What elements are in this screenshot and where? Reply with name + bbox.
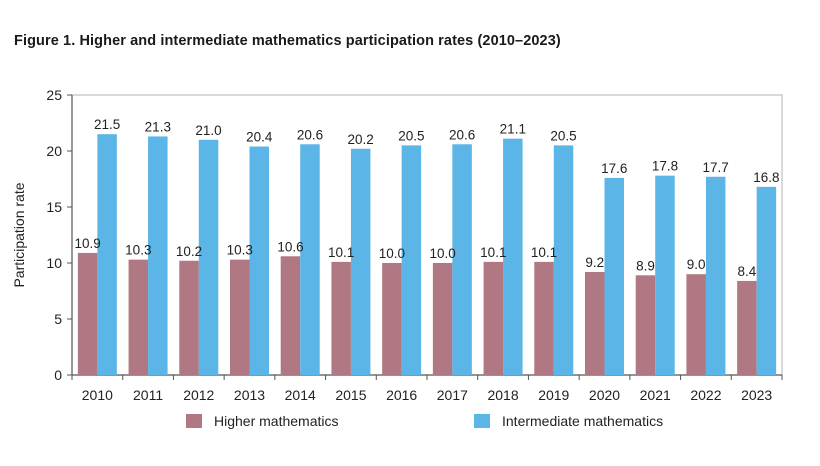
data-label: 21.1 bbox=[500, 122, 526, 137]
bar-higher bbox=[585, 271, 605, 375]
bar-intermediate bbox=[655, 175, 675, 375]
data-label: 8.4 bbox=[738, 264, 757, 279]
data-label: 10.3 bbox=[125, 243, 151, 258]
y-tick-label: 25 bbox=[46, 87, 62, 103]
chart-bars bbox=[77, 134, 777, 375]
x-tick-label: 2011 bbox=[133, 387, 163, 403]
bar-intermediate bbox=[705, 176, 726, 375]
data-label: 10.3 bbox=[227, 243, 253, 258]
bar-intermediate bbox=[503, 138, 523, 375]
bar-higher bbox=[179, 260, 199, 375]
x-tick-label: 2010 bbox=[82, 387, 113, 403]
bar-higher bbox=[230, 259, 250, 375]
x-tick-label: 2014 bbox=[285, 387, 316, 403]
y-tick-label: 10 bbox=[46, 255, 62, 271]
bar-intermediate bbox=[553, 145, 574, 375]
x-tick-label: 2022 bbox=[690, 387, 721, 403]
x-tick-label: 2018 bbox=[487, 387, 518, 403]
bar-higher bbox=[686, 274, 706, 375]
bar-higher bbox=[382, 263, 402, 375]
bar-higher bbox=[737, 280, 757, 375]
bar-intermediate bbox=[198, 139, 219, 375]
plot-frame bbox=[71, 94, 783, 376]
data-label: 10.1 bbox=[480, 245, 506, 260]
data-label: 8.9 bbox=[636, 258, 655, 273]
data-label: 21.0 bbox=[195, 123, 221, 138]
bar-intermediate bbox=[300, 144, 320, 375]
bar-intermediate bbox=[97, 134, 117, 375]
data-label: 10.9 bbox=[74, 236, 100, 251]
bar-intermediate bbox=[350, 148, 371, 375]
data-label: 21.3 bbox=[145, 119, 171, 134]
y-axis-title: Participation rate bbox=[11, 182, 27, 287]
bar-higher bbox=[331, 261, 351, 375]
bar-intermediate bbox=[604, 177, 624, 375]
x-tick-label: 2017 bbox=[437, 387, 468, 403]
data-label: 17.6 bbox=[601, 161, 627, 176]
data-label: 10.0 bbox=[379, 246, 405, 261]
x-tick-label: 2019 bbox=[538, 387, 569, 403]
data-label: 20.2 bbox=[348, 132, 374, 147]
data-label: 9.2 bbox=[585, 255, 604, 270]
bar-intermediate bbox=[452, 144, 472, 375]
data-label: 10.2 bbox=[176, 244, 202, 259]
data-label: 10.0 bbox=[429, 246, 455, 261]
bar-intermediate bbox=[249, 146, 269, 375]
legend-swatch bbox=[186, 414, 202, 428]
x-tick-label: 2015 bbox=[335, 387, 366, 403]
data-label: 20.4 bbox=[246, 130, 273, 145]
chart-title: Figure 1. Higher and intermediate mathem… bbox=[14, 33, 561, 49]
x-tick-label: 2020 bbox=[589, 387, 620, 403]
y-tick-label: 0 bbox=[54, 367, 62, 383]
legend-label: Intermediate mathematics bbox=[502, 413, 663, 429]
data-label: 17.7 bbox=[703, 160, 729, 175]
chart-data-labels: 10.9 10.3 10.2 10.3 10.6 10.1 10.0 10.0 10.1 10.1… bbox=[74, 117, 779, 279]
data-label: 10.6 bbox=[277, 239, 303, 254]
bar-higher bbox=[483, 261, 504, 375]
y-tick-label: 5 bbox=[54, 311, 62, 327]
data-label: 20.6 bbox=[297, 127, 323, 142]
data-label: 20.5 bbox=[550, 128, 576, 143]
y-tick-label: 20 bbox=[46, 143, 62, 159]
x-tick-label: 2016 bbox=[386, 387, 417, 403]
x-tick-label: 2012 bbox=[183, 387, 214, 403]
data-label: 21.5 bbox=[94, 117, 120, 132]
bar-intermediate bbox=[401, 145, 422, 375]
data-label: 16.8 bbox=[753, 170, 779, 185]
data-label: 20.6 bbox=[449, 127, 475, 142]
x-tick-label: 2021 bbox=[640, 387, 671, 403]
data-label: 10.1 bbox=[531, 245, 557, 260]
bar-higher bbox=[128, 259, 149, 375]
data-label: 20.5 bbox=[398, 128, 424, 143]
x-tick-label: 2013 bbox=[234, 387, 265, 403]
legend-swatch bbox=[474, 414, 490, 428]
bar-higher bbox=[432, 263, 453, 375]
chart-legend: Higher mathematics Intermediate mathemati… bbox=[186, 413, 663, 429]
bar-higher bbox=[77, 252, 98, 375]
bar-intermediate bbox=[756, 186, 777, 375]
bar-higher bbox=[280, 256, 301, 375]
data-label: 17.8 bbox=[652, 159, 678, 174]
x-tick-label: 2023 bbox=[741, 387, 772, 403]
bar-higher bbox=[534, 261, 554, 375]
legend-label: Higher mathematics bbox=[214, 413, 339, 429]
chart-axes: 0 5 10 15 20 25 Participation rate 2010 2011 2012… bbox=[11, 87, 783, 403]
data-label: 9.0 bbox=[687, 257, 706, 272]
y-tick-label: 15 bbox=[46, 199, 62, 215]
data-label: 10.1 bbox=[328, 245, 354, 260]
bar-higher bbox=[635, 275, 656, 375]
bar-intermediate bbox=[148, 136, 168, 375]
